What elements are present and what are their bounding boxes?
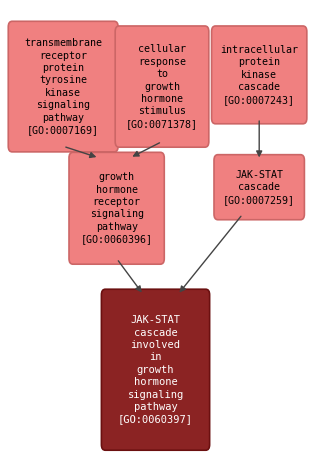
FancyBboxPatch shape bbox=[214, 154, 305, 219]
FancyBboxPatch shape bbox=[101, 289, 210, 450]
Text: cellular
response
to
growth
hormone
stimulus
[GO:0071378]: cellular response to growth hormone stim… bbox=[126, 44, 198, 129]
FancyBboxPatch shape bbox=[115, 26, 209, 147]
Text: transmembrane
receptor
protein
tyrosine
kinase
signaling
pathway
[GO:0007169]: transmembrane receptor protein tyrosine … bbox=[24, 38, 102, 135]
FancyBboxPatch shape bbox=[69, 152, 164, 264]
Text: JAK-STAT
cascade
[GO:0007259]: JAK-STAT cascade [GO:0007259] bbox=[223, 170, 295, 205]
Text: growth
hormone
receptor
signaling
pathway
[GO:0060396]: growth hormone receptor signaling pathwa… bbox=[81, 172, 153, 244]
FancyBboxPatch shape bbox=[212, 26, 307, 124]
Text: intracellular
protein
kinase
cascade
[GO:0007243]: intracellular protein kinase cascade [GO… bbox=[220, 45, 298, 105]
FancyBboxPatch shape bbox=[8, 21, 118, 152]
Text: JAK-STAT
cascade
involved
in
growth
hormone
signaling
pathway
[GO:0060397]: JAK-STAT cascade involved in growth horm… bbox=[118, 315, 193, 424]
